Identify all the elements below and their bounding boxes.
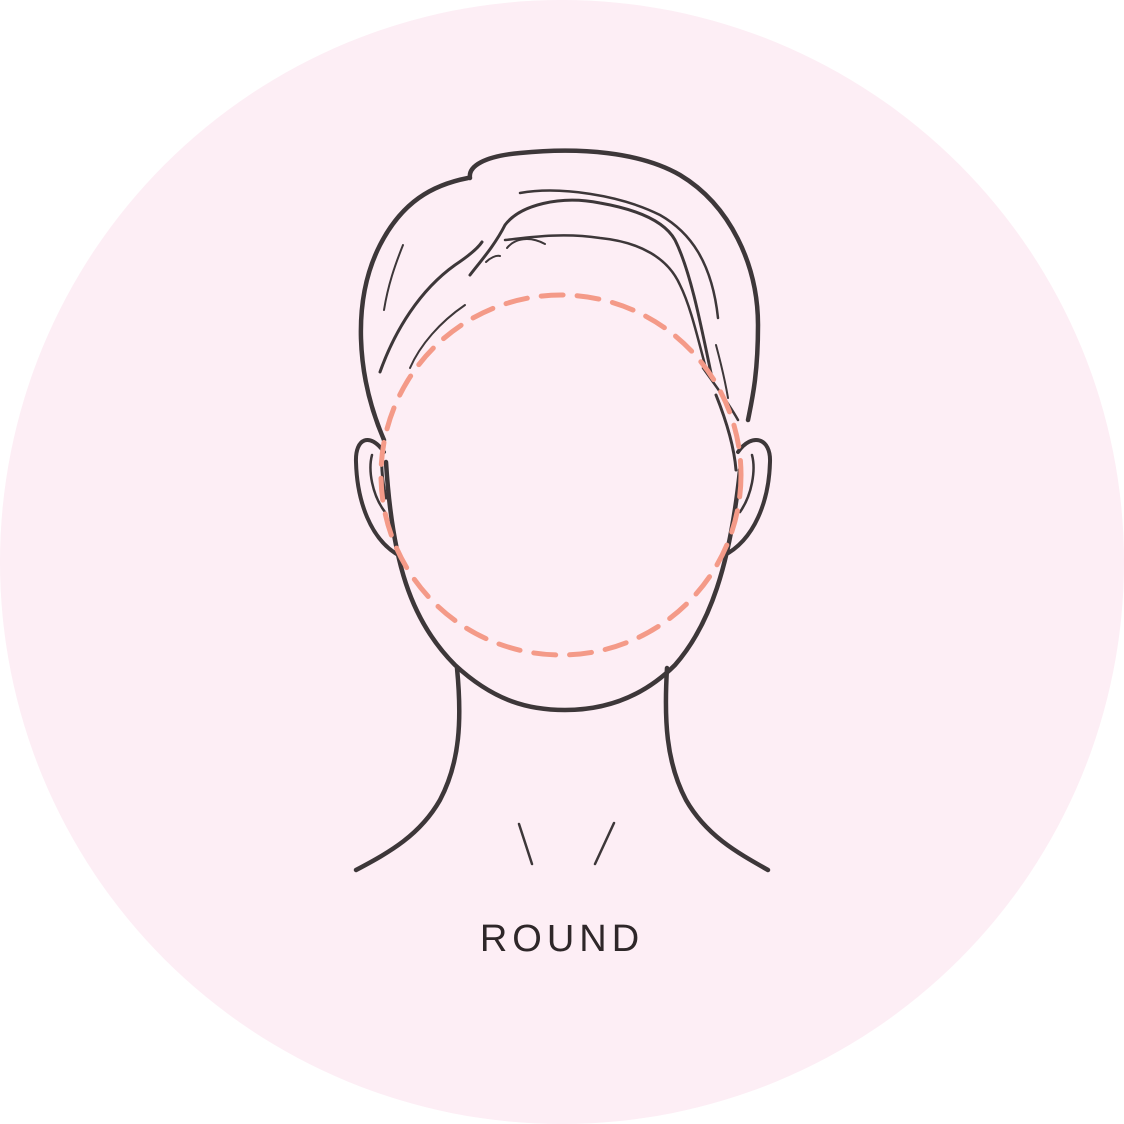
hair-strand bbox=[485, 254, 501, 263]
hair-strand bbox=[506, 238, 546, 249]
hair-top bbox=[467, 148, 761, 423]
neck-left bbox=[353, 665, 462, 873]
collarbone-right bbox=[593, 821, 616, 866]
neck-right bbox=[663, 665, 771, 873]
collarbone-left bbox=[517, 822, 534, 866]
right-sideburn bbox=[714, 393, 738, 472]
round-face-outline bbox=[378, 292, 744, 658]
right-ear-inner bbox=[738, 453, 755, 514]
hair-strand bbox=[383, 244, 404, 311]
left-ear bbox=[353, 438, 402, 558]
hair-strand bbox=[518, 189, 720, 320]
hair-strand bbox=[503, 234, 707, 367]
hair-strand bbox=[715, 344, 729, 399]
face-shape-label: ROUND bbox=[479, 918, 645, 960]
hair-strand bbox=[409, 304, 466, 369]
right-ear bbox=[721, 438, 773, 558]
hair-strand bbox=[468, 198, 714, 380]
left-ear-inner bbox=[369, 453, 387, 514]
hair-outline bbox=[358, 175, 471, 443]
jaw-outline bbox=[383, 459, 743, 713]
hair-strand bbox=[378, 240, 484, 374]
